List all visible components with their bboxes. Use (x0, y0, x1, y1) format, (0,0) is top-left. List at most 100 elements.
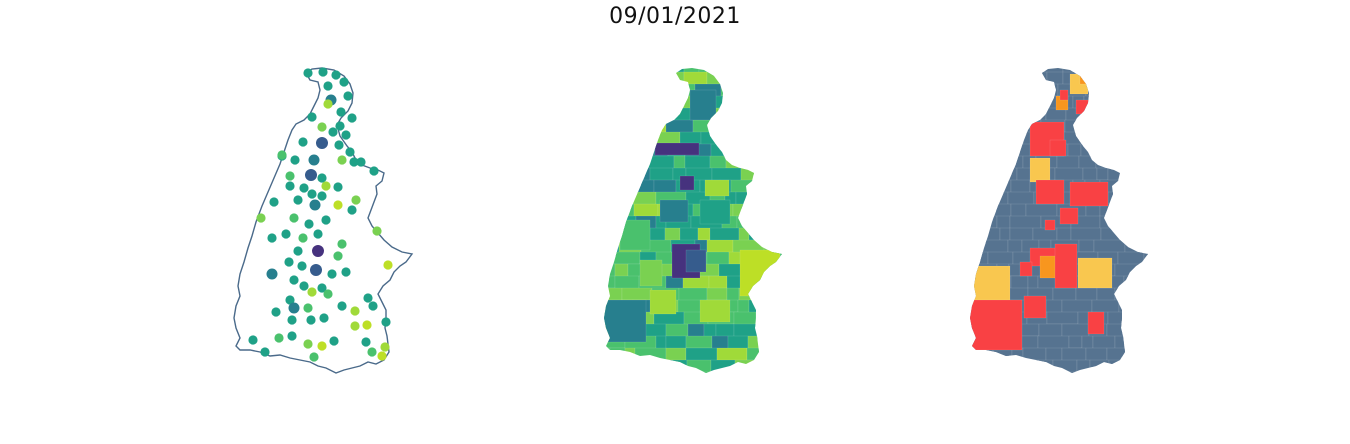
city-point (381, 317, 391, 327)
municipality (975, 167, 1001, 184)
municipality (1068, 371, 1090, 373)
municipality (616, 191, 634, 211)
municipality (970, 323, 974, 346)
municipality (743, 68, 759, 77)
city-point (289, 213, 299, 223)
city-point (333, 251, 343, 261)
municipality (1002, 359, 1035, 373)
municipality (623, 359, 642, 373)
highlighted-municipality (704, 179, 730, 197)
municipality (1122, 95, 1141, 117)
municipality (734, 359, 759, 373)
municipality (614, 68, 631, 77)
municipality (616, 71, 645, 88)
municipality (1133, 155, 1148, 178)
municipality (1131, 287, 1148, 308)
municipality (780, 191, 782, 208)
municipality (770, 299, 782, 314)
municipality (970, 107, 991, 127)
city-point (323, 99, 333, 109)
municipality (1129, 68, 1148, 77)
municipality (611, 167, 625, 184)
municipality (1114, 263, 1141, 278)
municipality (1153, 348, 1167, 365)
category-municipality (1023, 295, 1047, 319)
municipality (1130, 359, 1145, 373)
municipality (1019, 71, 1048, 94)
municipality (604, 143, 624, 158)
municipality (645, 107, 659, 125)
city-point (281, 229, 291, 239)
municipality (749, 71, 770, 91)
municipality (1138, 71, 1148, 86)
municipality (970, 179, 981, 197)
municipality (710, 143, 741, 158)
municipality (604, 359, 613, 373)
municipality (987, 143, 1018, 165)
municipality (783, 360, 809, 376)
municipality (739, 143, 755, 160)
municipality (604, 155, 616, 171)
highlighted-municipality (739, 249, 781, 297)
municipality (788, 96, 808, 108)
municipality (1022, 347, 1047, 370)
municipality (731, 68, 745, 77)
municipality (1103, 119, 1119, 141)
municipality (1046, 311, 1079, 325)
municipality (665, 347, 687, 368)
municipality (788, 156, 819, 174)
city-point (377, 351, 387, 361)
city-point (303, 68, 313, 78)
municipality (661, 359, 673, 373)
municipality (972, 227, 985, 249)
municipality (1108, 359, 1132, 373)
municipality (1119, 107, 1143, 130)
municipality (754, 179, 769, 193)
city-point (284, 257, 294, 267)
category-municipality (1035, 179, 1065, 205)
municipality (1095, 107, 1121, 122)
city-point (298, 233, 308, 243)
city-point (351, 195, 361, 205)
municipality (1078, 119, 1092, 133)
municipality (665, 323, 689, 338)
municipality (1029, 371, 1057, 373)
category-municipality (1054, 243, 1078, 289)
municipality (1107, 71, 1140, 88)
municipality (617, 179, 639, 194)
municipality (604, 251, 611, 268)
municipality (1038, 323, 1063, 338)
municipality (1107, 167, 1127, 182)
municipality (604, 131, 615, 153)
municipality (604, 275, 616, 289)
municipality (604, 179, 619, 198)
municipality (604, 119, 608, 141)
municipality (715, 371, 727, 373)
highlighted-municipality (654, 142, 700, 156)
city-point (271, 307, 281, 317)
category-municipality (1077, 257, 1113, 289)
city-point (323, 289, 333, 299)
municipality (626, 119, 648, 142)
city-point (321, 215, 331, 225)
city-point (339, 77, 349, 87)
municipality (775, 371, 782, 373)
municipality (635, 371, 665, 373)
highlighted-municipality (604, 299, 647, 343)
city-point (341, 130, 351, 140)
city-point (356, 157, 366, 167)
municipality (983, 119, 1012, 133)
city-point (317, 191, 327, 201)
municipality (629, 68, 642, 81)
municipality (1109, 83, 1133, 105)
municipality (1097, 68, 1115, 78)
city-point (341, 267, 351, 277)
municipality (970, 215, 973, 230)
municipality (1085, 83, 1111, 101)
municipality (663, 95, 678, 116)
city-point (331, 70, 341, 80)
category-municipality (970, 299, 1023, 351)
municipality (624, 131, 657, 151)
municipality (780, 83, 782, 97)
city-point (318, 67, 328, 77)
